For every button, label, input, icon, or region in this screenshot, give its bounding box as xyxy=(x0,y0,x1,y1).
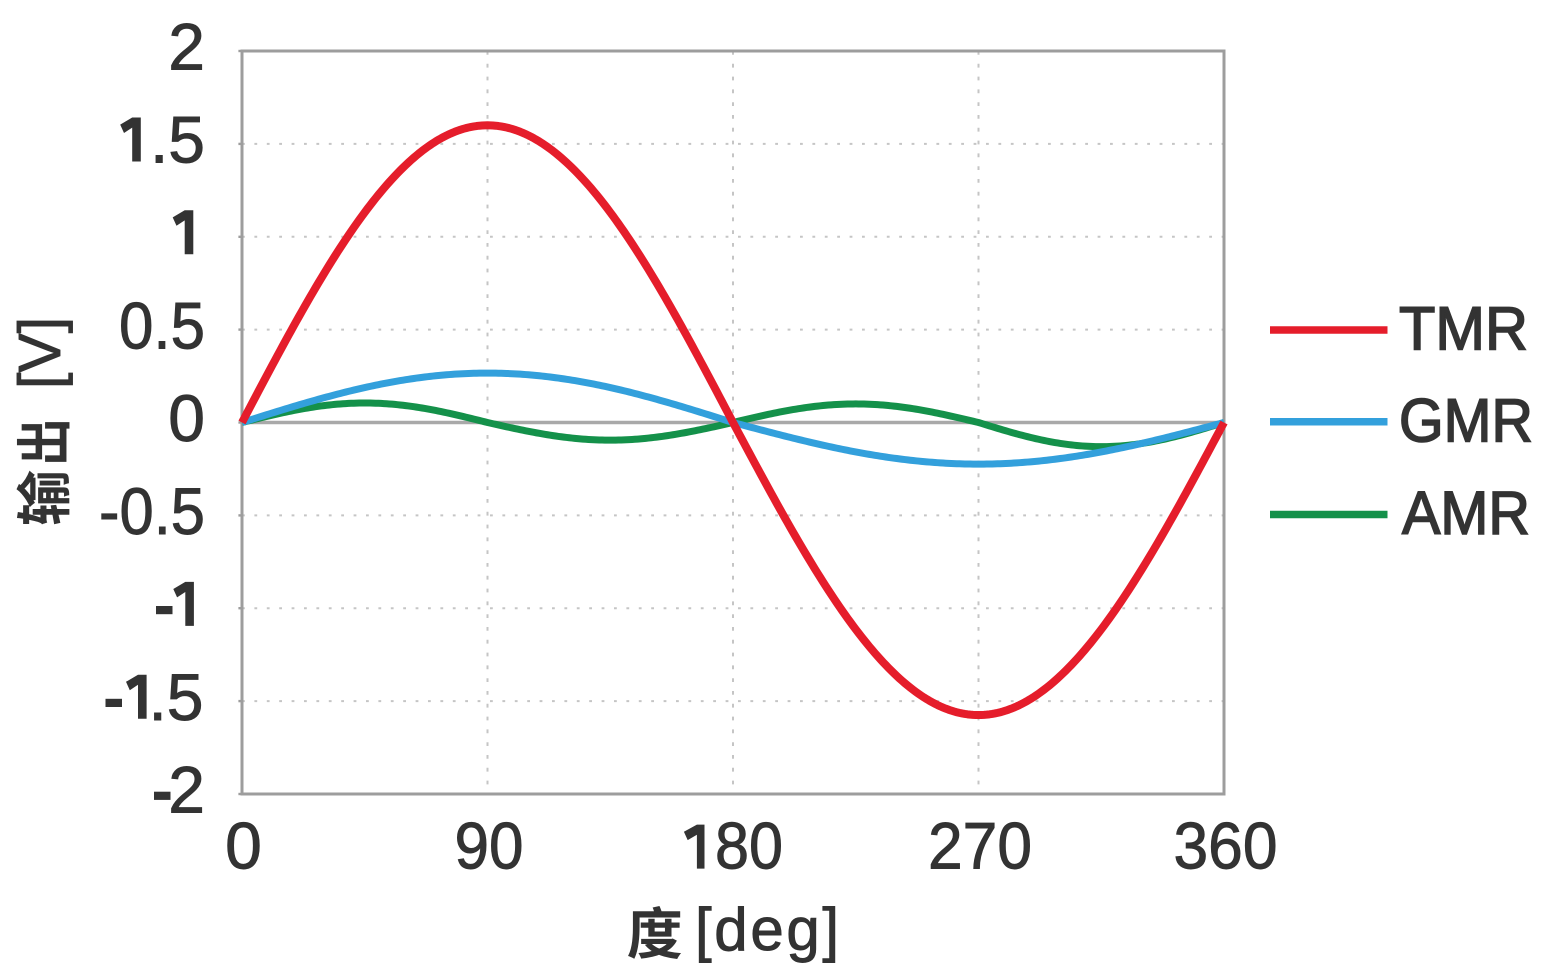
svg-text:2: 2 xyxy=(168,10,205,84)
svg-text:2: 2 xyxy=(168,753,205,827)
svg-text:270: 270 xyxy=(928,809,1032,883)
svg-text:[V]: [V] xyxy=(7,317,73,389)
svg-text:TMR: TMR xyxy=(1399,295,1528,363)
svg-text:GMR: GMR xyxy=(1399,386,1533,454)
svg-text:0: 0 xyxy=(168,381,205,455)
svg-text:AMR: AMR xyxy=(1402,479,1530,547)
svg-text:.5: .5 xyxy=(150,103,205,177)
svg-text:0.5: 0.5 xyxy=(119,288,205,362)
svg-text:0: 0 xyxy=(225,809,262,883)
svg-text:80: 80 xyxy=(715,809,783,883)
svg-text:90: 90 xyxy=(455,809,524,883)
svg-text:.5: .5 xyxy=(148,660,203,734)
svg-text:[deg]: [deg] xyxy=(695,896,839,963)
svg-text:-0.5: -0.5 xyxy=(99,474,205,548)
svg-text:360: 360 xyxy=(1174,809,1278,883)
